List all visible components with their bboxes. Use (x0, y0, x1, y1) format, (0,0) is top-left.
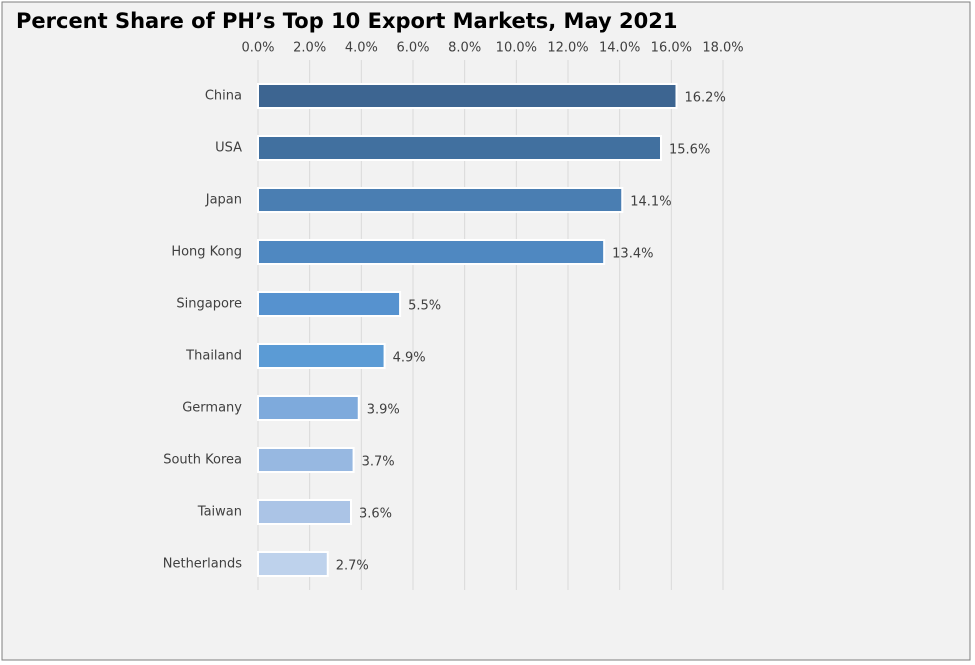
x-tick-label: 14.0% (599, 41, 640, 56)
bar (257, 187, 624, 213)
x-tick-label: 18.0% (702, 41, 743, 56)
x-tick-label: 4.0% (345, 41, 378, 56)
y-tick-label: Germany (182, 401, 242, 416)
x-tick-label: 6.0% (396, 41, 429, 56)
y-tick-label: Hong Kong (171, 245, 242, 260)
bar (257, 499, 352, 525)
value-label: 15.6% (669, 143, 710, 158)
x-tick-label: 8.0% (448, 41, 481, 56)
y-tick-label: Thailand (185, 349, 242, 364)
value-label: 16.2% (685, 91, 726, 106)
bar (257, 447, 355, 473)
y-tick-label: Singapore (176, 297, 242, 312)
bar (257, 395, 360, 421)
y-tick-label: Taiwan (197, 505, 242, 520)
y-tick-label: Japan (205, 193, 242, 208)
y-tick-label: USA (215, 141, 242, 156)
bar (257, 291, 402, 317)
bar (257, 551, 329, 577)
x-tick-label: 16.0% (651, 41, 692, 56)
value-label: 5.5% (408, 299, 441, 314)
value-label: 3.7% (362, 455, 395, 470)
y-tick-label: Netherlands (163, 557, 242, 572)
value-label: 4.9% (393, 351, 426, 366)
value-label: 2.7% (336, 559, 369, 574)
bar (257, 135, 662, 161)
value-label: 3.9% (367, 403, 400, 418)
x-tick-label: 2.0% (293, 41, 326, 56)
bar (257, 239, 606, 265)
x-tick-label: 10.0% (496, 41, 537, 56)
x-tick-label: 0.0% (241, 41, 274, 56)
chart-title: Percent Share of PH’s Top 10 Export Mark… (16, 9, 677, 33)
value-label: 13.4% (612, 247, 653, 262)
y-tick-label: South Korea (163, 453, 242, 468)
x-tick-label: 12.0% (547, 41, 588, 56)
value-label: 3.6% (359, 507, 392, 522)
bar (257, 83, 678, 109)
y-tick-label: China (205, 89, 242, 104)
bar (257, 343, 386, 369)
value-label: 14.1% (630, 195, 671, 210)
